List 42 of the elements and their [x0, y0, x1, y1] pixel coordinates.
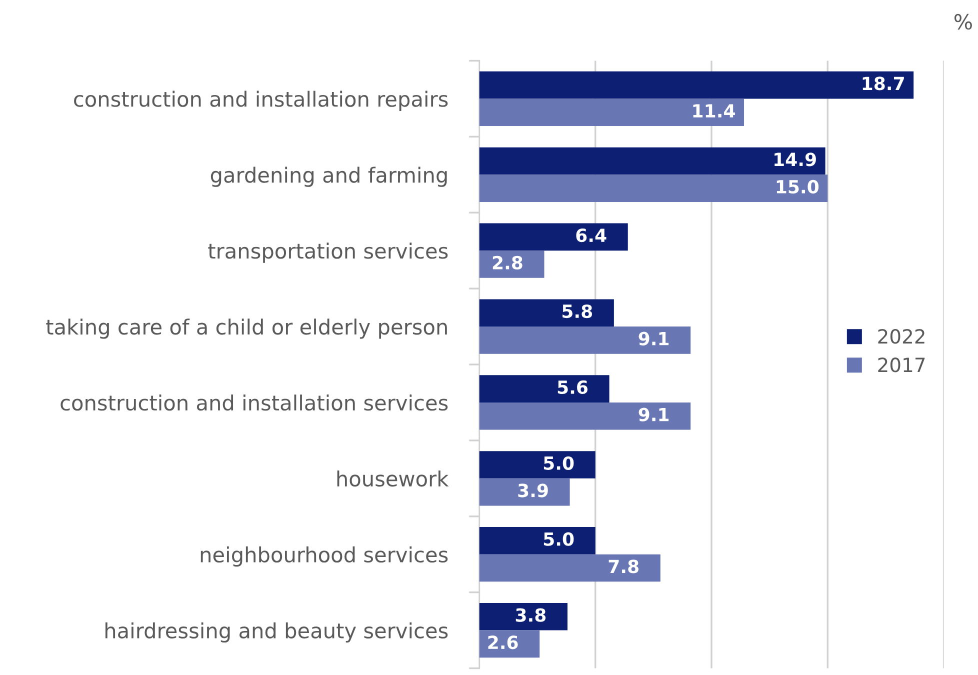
data-label: 9.1	[638, 408, 669, 422]
y-tick-label: construction and installation services	[60, 394, 448, 411]
bar	[479, 223, 628, 251]
bar	[479, 602, 568, 630]
bar	[479, 147, 826, 175]
bar	[479, 299, 614, 327]
data-label: 7.8	[608, 560, 638, 574]
data-label: 5.8	[562, 304, 592, 318]
data-label: 5.0	[544, 532, 574, 546]
data-label: 15.0	[776, 180, 819, 194]
y-tick-label: housework	[337, 470, 449, 487]
data-label: 3.9	[518, 484, 548, 498]
data-label: 18.7	[862, 76, 904, 90]
bar	[479, 71, 914, 99]
data-label: 6.4	[576, 228, 606, 242]
bar	[479, 451, 596, 478]
data-label: 3.8	[516, 608, 546, 622]
y-tick-label: taking care of a child or elderly person	[46, 318, 447, 339]
y-tick-label: gardening and farming	[210, 166, 447, 187]
bar	[479, 554, 660, 582]
bar	[479, 478, 570, 506]
data-label: 14.9	[774, 152, 816, 166]
bar	[479, 98, 744, 126]
data-label: 2.6	[488, 636, 518, 650]
bar	[479, 375, 610, 402]
text: %	[954, 14, 972, 30]
bar	[479, 402, 691, 430]
y-tick-label: hairdressing and beauty services	[105, 622, 448, 643]
data-label: 5.0	[544, 456, 574, 470]
data-label: 9.1	[638, 332, 669, 346]
y-tick-label: construction and installation repairs	[74, 90, 448, 111]
bar	[479, 527, 596, 554]
data-label: 5.6	[558, 380, 588, 394]
y-tick-label: transportation services	[208, 242, 448, 263]
data-label: 2.8	[492, 256, 522, 270]
data-label: 11.4	[693, 104, 735, 118]
legend-label: 2022	[878, 329, 924, 344]
bar	[479, 174, 828, 202]
y-tick-label: neighbourhood services	[200, 546, 448, 567]
legend-label: 2017	[878, 358, 925, 372]
bar	[479, 250, 544, 278]
bar	[479, 326, 691, 354]
